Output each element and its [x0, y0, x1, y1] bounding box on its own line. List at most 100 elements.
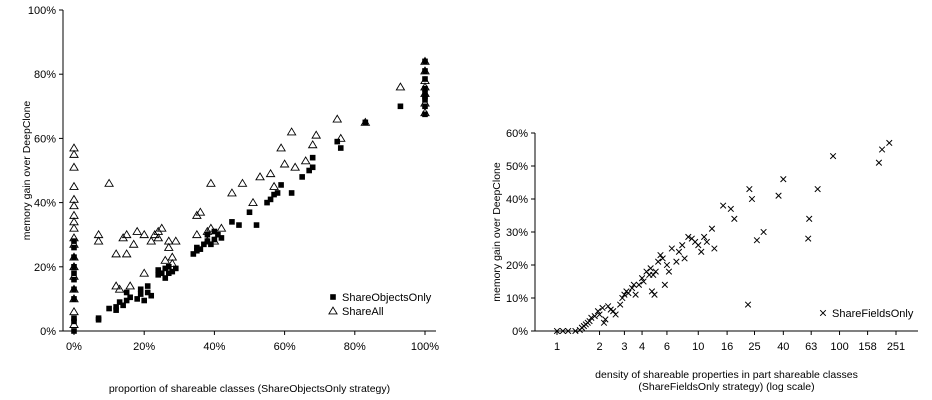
- marker-stroke: [559, 327, 567, 335]
- data-point: [420, 82, 430, 91]
- x-tick-label: 100%: [411, 341, 439, 353]
- data-point: [172, 265, 179, 272]
- legend: ShareFieldsOnly: [819, 308, 914, 320]
- data-point: [651, 291, 658, 298]
- marker-stroke: [663, 261, 671, 269]
- data-point: [209, 236, 220, 245]
- data-point: [271, 191, 277, 198]
- data-point: [617, 301, 624, 308]
- data-point: [113, 307, 119, 313]
- x-tick-label: 10: [692, 341, 704, 353]
- data-point: [596, 311, 603, 318]
- data-point: [619, 294, 626, 302]
- x-tick-label: 16: [721, 341, 733, 353]
- data-point: [362, 119, 369, 126]
- y-tick-label: 20%: [34, 262, 56, 274]
- x-tick-label: 100: [830, 341, 848, 353]
- marker-stroke: [744, 301, 752, 308]
- marker-stroke: [681, 255, 688, 262]
- marker-stroke: [652, 268, 659, 275]
- data-point: [654, 258, 662, 265]
- data-point: [144, 289, 151, 296]
- data-point: [420, 88, 430, 97]
- legend-marker: [328, 306, 338, 315]
- data-point: [71, 264, 77, 270]
- data-point: [565, 327, 572, 335]
- marker-stroke: [610, 308, 617, 315]
- data-point: [274, 190, 281, 196]
- data-point: [661, 281, 669, 288]
- marker-stroke: [668, 245, 675, 252]
- data-point: [194, 244, 200, 251]
- data-point: [170, 236, 181, 245]
- data-point: [652, 268, 659, 275]
- data-point: [216, 223, 227, 232]
- data-point: [288, 190, 295, 196]
- marker-stroke: [591, 312, 598, 320]
- data-point: [420, 98, 430, 107]
- data-point: [167, 258, 178, 267]
- data-point: [163, 242, 174, 251]
- data-point: [648, 288, 656, 295]
- data-point: [113, 304, 119, 310]
- data-point: [120, 302, 126, 309]
- data-point: [211, 236, 218, 243]
- marker-stroke: [760, 228, 767, 236]
- data-point: [69, 201, 79, 210]
- data-point: [206, 178, 216, 187]
- data-point: [420, 75, 430, 84]
- data-point: [422, 58, 428, 65]
- data-point: [204, 238, 211, 244]
- data-point: [299, 174, 305, 180]
- x-tick-label: 2: [596, 341, 602, 353]
- data-point: [337, 145, 344, 151]
- x-tick-label: 80%: [344, 341, 366, 353]
- data-point: [69, 271, 79, 280]
- data-point: [650, 271, 657, 279]
- data-point: [731, 215, 738, 222]
- y-tick-label: 50%: [506, 161, 528, 173]
- data-point: [165, 270, 172, 277]
- data-point: [600, 319, 608, 326]
- data-point: [158, 270, 165, 277]
- data-point: [599, 304, 606, 312]
- data-point: [197, 246, 204, 252]
- marker-stroke: [621, 291, 628, 298]
- marker-stroke: [594, 308, 602, 315]
- marker-stroke: [673, 258, 680, 265]
- data-point: [93, 236, 104, 245]
- marker-stroke: [748, 195, 756, 203]
- x-tick-label: 40%: [203, 341, 225, 353]
- data-point: [695, 242, 702, 249]
- y-tick-label: 60%: [34, 133, 56, 145]
- data-point: [681, 255, 688, 262]
- x-tick-label: 4: [639, 341, 645, 353]
- data-point: [640, 278, 647, 285]
- data-point: [632, 291, 639, 298]
- marker-stroke: [600, 319, 608, 326]
- data-point: [422, 85, 428, 92]
- data-point: [719, 202, 727, 209]
- x-tick-label: 20%: [133, 341, 155, 353]
- data-point: [267, 196, 274, 203]
- data-point: [591, 312, 598, 320]
- data-point: [69, 262, 79, 271]
- legend-marker: [330, 294, 336, 300]
- data-point: [311, 130, 322, 139]
- data-point: [69, 181, 79, 190]
- data-point: [300, 156, 311, 165]
- data-point: [306, 167, 312, 174]
- y-tick-label: 30%: [506, 227, 528, 239]
- marker-stroke: [819, 309, 827, 317]
- data-point: [111, 281, 122, 290]
- data-point: [69, 223, 79, 232]
- data-point: [69, 239, 79, 248]
- marker-stroke: [596, 311, 603, 318]
- data-point: [746, 185, 753, 193]
- data-point: [665, 268, 673, 275]
- marker-stroke: [657, 251, 664, 259]
- data-point: [202, 236, 213, 245]
- y-tick-label: 100%: [28, 5, 56, 17]
- data-point: [727, 205, 734, 213]
- data-point: [422, 111, 428, 118]
